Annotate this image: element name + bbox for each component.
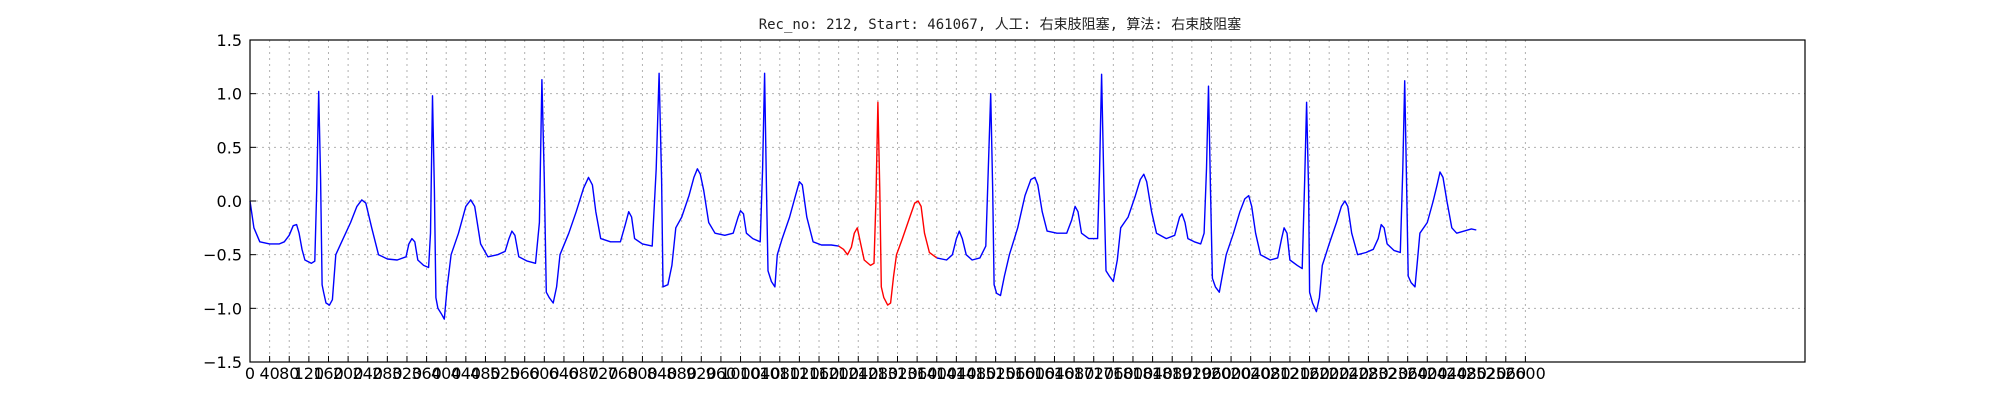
chart-title: Rec_no: 212, Start: 461067, 人工: 右束肢阻塞, 算…: [759, 16, 1242, 33]
x-tick-label: 2600: [1505, 364, 1546, 383]
x-axis: 0 40 8012016020024028032036040044048052056…: [245, 356, 1546, 383]
x-tick-label: 1560: [995, 364, 1036, 383]
x-tick-label: 600: [529, 364, 560, 383]
x-tick-label: 2160: [1289, 364, 1330, 383]
x-tick-label: 920: [686, 364, 717, 383]
x-tick-label: 0: [245, 364, 255, 383]
highlighted-segment-line: [838, 101, 938, 306]
x-tick-label: 1520: [975, 364, 1016, 383]
x-tick-label: 80: [279, 364, 299, 383]
x-tick-label: 640: [549, 364, 580, 383]
x-tick-label: 400: [431, 364, 462, 383]
x-tick-label: 960: [706, 364, 737, 383]
x-tick-label: 2560: [1485, 364, 1526, 383]
x-tick-label: 1480: [956, 364, 997, 383]
x-tick-label: 1400: [916, 364, 957, 383]
x-tick-label: 480: [470, 364, 501, 383]
x-tick-label: 1720: [1073, 364, 1114, 383]
x-tick-label: 1280: [858, 364, 899, 383]
x-tick-label: 1880: [1152, 364, 1193, 383]
x-tick-label: 280: [372, 364, 403, 383]
x-tick-label: 2480: [1446, 364, 1487, 383]
grid-lines: [249, 39, 1805, 363]
y-tick-label: 0.5: [217, 138, 242, 157]
x-tick-label: 880: [666, 364, 697, 383]
y-tick-label: 1.5: [217, 31, 242, 50]
y-tick-label: 0.0: [217, 192, 242, 211]
x-tick-label: 1120: [779, 364, 820, 383]
x-tick-label: 360: [411, 364, 442, 383]
x-tick-label: 2360: [1387, 364, 1428, 383]
ecg-signal-line: [249, 72, 839, 320]
y-tick-label: −1.5: [203, 353, 242, 372]
x-tick-label: 40: [259, 364, 279, 383]
x-tick-label: 520: [490, 364, 521, 383]
x-tick-label: 1320: [877, 364, 918, 383]
x-tick-label: 1960: [1191, 364, 1232, 383]
x-tick-label: 720: [588, 364, 619, 383]
x-tick-label: 760: [608, 364, 639, 383]
x-tick-label: 1760: [1093, 364, 1134, 383]
x-tick-label: 2440: [1427, 364, 1468, 383]
x-tick-label: 2520: [1466, 364, 1507, 383]
y-tick-label: −0.5: [203, 246, 242, 265]
x-tick-label: 1920: [1171, 364, 1212, 383]
x-tick-label: 1680: [1054, 364, 1095, 383]
x-tick-label: 1160: [799, 364, 840, 383]
x-tick-label: 2400: [1407, 364, 1448, 383]
x-tick-label: 240: [352, 364, 383, 383]
x-tick-label: 1240: [838, 364, 879, 383]
x-tick-label: 320: [392, 364, 423, 383]
x-tick-label: 1840: [1132, 364, 1173, 383]
x-tick-label: 840: [647, 364, 678, 383]
x-tick-label: 2320: [1368, 364, 1409, 383]
x-tick-label: 440: [451, 364, 482, 383]
x-tick-label: 1640: [1034, 364, 1075, 383]
y-tick-label: −1.0: [203, 299, 242, 318]
x-tick-label: 2120: [1270, 364, 1311, 383]
x-tick-label: 680: [568, 364, 599, 383]
ecg-signal-line: [936, 73, 1477, 313]
x-tick-label: 1440: [936, 364, 977, 383]
x-tick-label: 1000: [720, 364, 761, 383]
x-tick-label: 120: [294, 364, 325, 383]
x-tick-label: 1080: [759, 364, 800, 383]
y-tick-label: 1.0: [217, 85, 242, 104]
x-tick-label: 2200: [1309, 364, 1350, 383]
x-tick-label: 200: [333, 364, 364, 383]
x-tick-label: 2000: [1211, 364, 1252, 383]
x-tick-label: 1040: [740, 364, 781, 383]
x-tick-label: 2040: [1230, 364, 1271, 383]
x-tick-label: 2240: [1328, 364, 1369, 383]
x-tick-label: 800: [627, 364, 658, 383]
x-tick-label: 1600: [1014, 364, 1055, 383]
x-tick-label: 560: [509, 364, 540, 383]
x-tick-label: 1800: [1113, 364, 1154, 383]
x-tick-label: 1360: [897, 364, 938, 383]
x-tick-label: 2280: [1348, 364, 1389, 383]
x-tick-label: 160: [313, 364, 344, 383]
x-tick-label: 2080: [1250, 364, 1291, 383]
series-group: [249, 72, 1477, 320]
x-tick-label: 1200: [818, 364, 859, 383]
y-axis: −1.5 −1.0 −0.5 0.0 0.5 1.0 1.5: [203, 31, 256, 372]
